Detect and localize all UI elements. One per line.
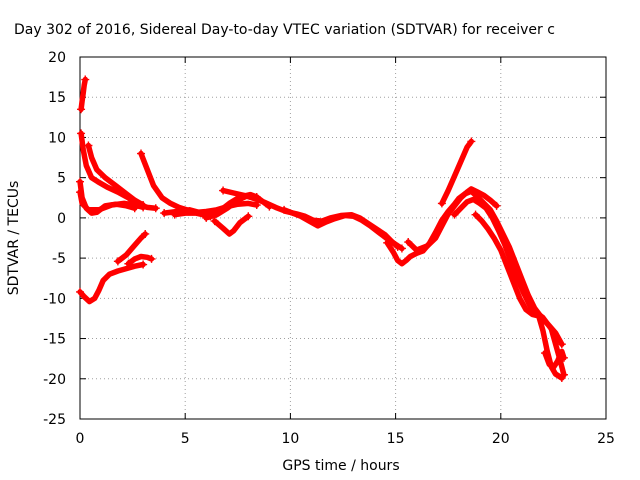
series-1-marker-0: [77, 129, 86, 138]
series-19-marker-1: [557, 373, 566, 382]
series-5-marker-0: [76, 287, 84, 296]
series-1-marker-1: [151, 204, 160, 213]
series-line-7: [125, 253, 155, 267]
series-line-12: [211, 213, 252, 237]
data-series-17: [437, 137, 476, 208]
series-7-marker-0: [124, 259, 133, 268]
series-14-marker-0: [280, 205, 289, 214]
y-tick-label-8: 15: [48, 90, 66, 106]
series-15-marker-1: [557, 340, 566, 349]
series-line-1: [78, 130, 159, 211]
series-19-marker-0: [471, 210, 480, 219]
y-tick-label-0: -25: [43, 412, 66, 428]
y-tick-label-1: -20: [43, 372, 66, 388]
x-tick-label-4: 20: [492, 431, 510, 447]
series-17-marker-0: [437, 199, 446, 208]
series-5-marker-1: [139, 260, 148, 269]
series-7-marker-1: [147, 254, 156, 263]
series-16-marker-0: [404, 238, 413, 247]
series-4-marker-1: [139, 201, 148, 210]
series-14-marker-1: [397, 244, 406, 253]
series-11-marker-0: [202, 213, 211, 222]
data-series-14: [280, 205, 406, 253]
series-8-marker-1: [252, 201, 261, 210]
y-tick-label-4: -5: [52, 251, 66, 267]
y-axis-label: SDTVAR / TECUs: [6, 181, 22, 296]
grid-lines: [80, 57, 606, 419]
series-12-marker-1: [244, 212, 253, 221]
x-axis-label: GPS time / hours: [282, 458, 399, 474]
plot-frame: [79, 56, 607, 420]
series-line-8: [138, 150, 260, 216]
series-line-14: [281, 207, 405, 252]
data-series-8: [137, 149, 261, 216]
series-10-marker-0: [170, 210, 179, 219]
y-tick-label-7: 10: [48, 130, 66, 146]
x-tick-label-3: 15: [387, 431, 405, 447]
series-9-marker-0: [160, 209, 169, 218]
data-series-0: [77, 75, 90, 114]
data-series-7: [124, 253, 156, 268]
series-3-marker-0: [76, 188, 84, 197]
data-series-group: [76, 75, 568, 382]
y-tick-label-2: -15: [43, 332, 66, 348]
series-17-marker-1: [467, 137, 476, 146]
series-16-marker-1: [492, 201, 501, 210]
series-13-marker-0: [219, 186, 228, 195]
series-18-marker-0: [450, 210, 459, 219]
series-0-marker-0: [77, 105, 86, 114]
series-line-3: [77, 189, 146, 213]
y-tick-label-5: 0: [57, 211, 66, 227]
series-line-4: [85, 142, 146, 208]
y-tick-label-9: 20: [48, 50, 66, 66]
series-line-20: [542, 348, 567, 371]
series-line-18: [451, 196, 567, 378]
series-line-17: [439, 138, 475, 207]
y-tick-label-3: -10: [43, 291, 66, 307]
series-0-marker-1: [81, 75, 90, 84]
series-6-marker-0: [113, 257, 122, 266]
series-8-marker-0: [137, 149, 146, 158]
series-6-marker-1: [141, 229, 150, 238]
x-tick-label-2: 10: [281, 431, 299, 447]
data-series-6: [113, 229, 150, 266]
data-series-16: [404, 186, 501, 253]
series-line-0: [78, 76, 89, 113]
y-tick-label-6: 5: [57, 171, 66, 187]
data-series-18: [450, 196, 568, 379]
series-2-marker-0: [76, 177, 84, 186]
series-line-5: [77, 261, 146, 305]
x-tick-label-5: 25: [597, 431, 615, 447]
series-20-marker-0: [540, 349, 549, 358]
chart-title: Day 302 of 2016, Sidereal Day-to-day VTE…: [14, 22, 555, 38]
data-series-5: [76, 260, 148, 305]
series-4-marker-0: [84, 141, 93, 150]
series-line-6: [115, 231, 148, 265]
series-12-marker-0: [210, 217, 219, 226]
x-tick-label-1: 5: [181, 431, 190, 447]
x-tick-label-0: 0: [76, 431, 85, 447]
data-series-4: [84, 141, 148, 210]
axis-ticks: 0 5 10 15 20 25 -25 -20 -15 -10 -5 0 5 10 15 20: [43, 50, 615, 447]
data-series-12: [210, 212, 253, 237]
series-15-marker-0: [383, 238, 392, 247]
series-20-marker-1: [559, 353, 568, 362]
series-line-16: [405, 186, 500, 253]
data-series-19: [471, 210, 566, 382]
data-series-20: [540, 348, 568, 371]
